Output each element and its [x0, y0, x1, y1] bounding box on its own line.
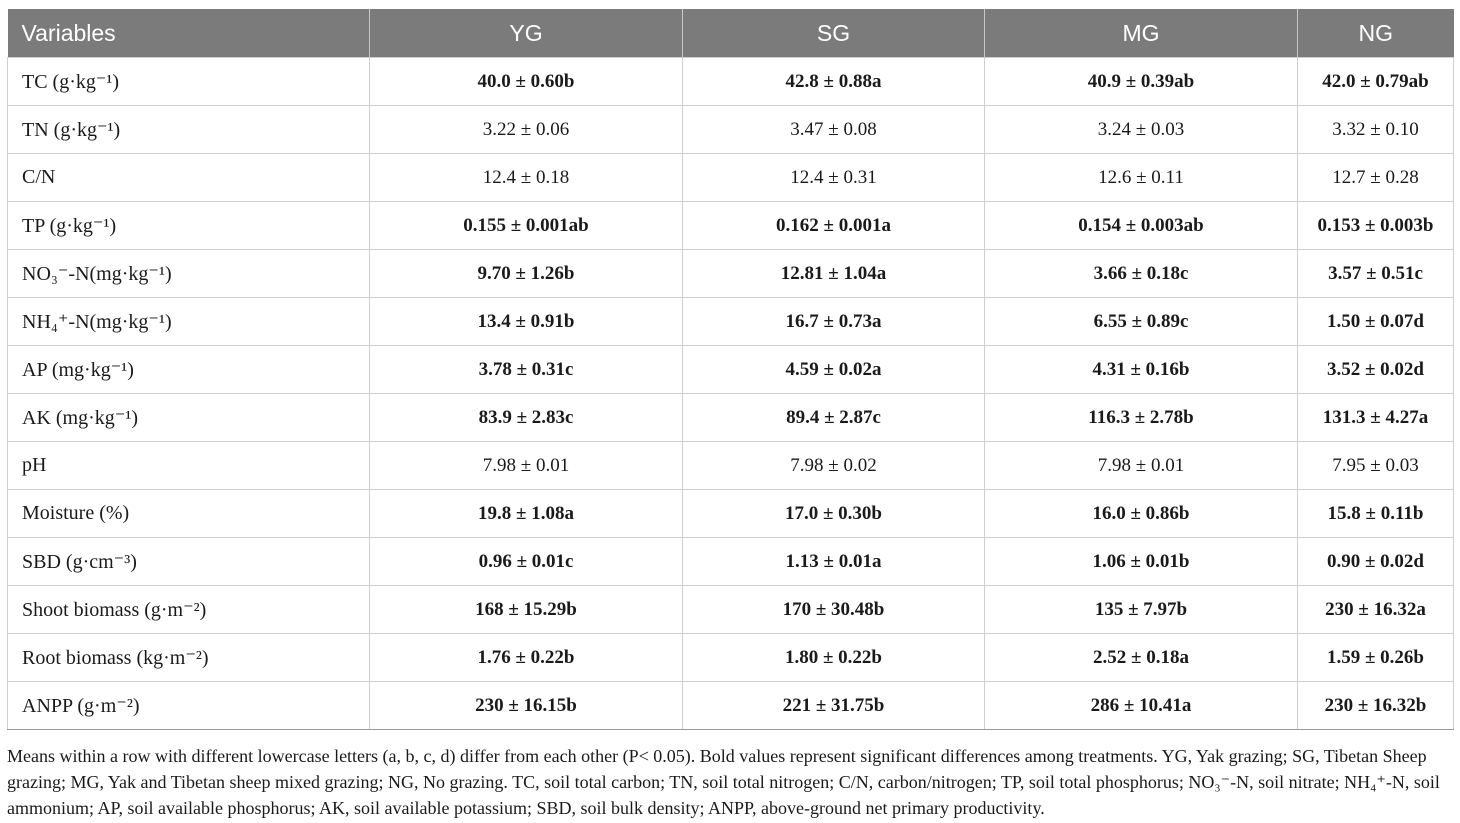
cell-mg: 135 ± 7.97b [984, 585, 1298, 634]
header-sg: SG [682, 9, 985, 58]
cell-sg: 1.80 ± 0.22b [682, 633, 985, 682]
table-row: AK (mg·kg⁻¹) 83.9 ± 2.83c 89.4 ± 2.87c 116.… [7, 393, 1454, 442]
cell-ng: 131.3 ± 4.27a [1297, 393, 1454, 442]
table-row: ANPP (g·m⁻²) 230 ± 16.15b 221 ± 31.75b 286 … [7, 681, 1454, 730]
row-label: AP (mg·kg⁻¹) [7, 345, 370, 394]
cell-ng: 3.52 ± 0.02d [1297, 345, 1454, 394]
cell-sg: 0.162 ± 0.001a [682, 201, 985, 250]
header-mg: MG [984, 9, 1298, 58]
cell-ng: 7.95 ± 0.03 [1297, 441, 1454, 490]
row-label: Root biomass (kg·m⁻²) [7, 633, 370, 682]
cell-yg: 19.8 ± 1.08a [369, 489, 683, 538]
cell-yg: 168 ± 15.29b [369, 585, 683, 634]
table-row: TN (g·kg⁻¹) 3.22 ± 0.06 3.47 ± 0.08 3.24 ± … [7, 105, 1454, 154]
row-label: TC (g·kg⁻¹) [7, 57, 370, 106]
cell-ng: 3.32 ± 0.10 [1297, 105, 1454, 154]
cell-ng: 12.7 ± 0.28 [1297, 153, 1454, 202]
table-row: NO₃⁻-N(mg·kg⁻¹) 9.70 ± 1.26b 12.81 ± 1.04a… [7, 249, 1454, 298]
cell-mg: 3.66 ± 0.18c [984, 249, 1298, 298]
cell-yg: 1.76 ± 0.22b [369, 633, 683, 682]
cell-mg: 116.3 ± 2.78b [984, 393, 1298, 442]
cell-yg: 3.22 ± 0.06 [369, 105, 683, 154]
header-yg: YG [369, 9, 683, 58]
cell-yg: 0.96 ± 0.01c [369, 537, 683, 586]
cell-sg: 4.59 ± 0.02a [682, 345, 985, 394]
cell-mg: 6.55 ± 0.89c [984, 297, 1298, 346]
cell-ng: 0.90 ± 0.02d [1297, 537, 1454, 586]
cell-ng: 3.57 ± 0.51c [1297, 249, 1454, 298]
table-row: Root biomass (kg·m⁻²) 1.76 ± 0.22b 1.80 ± … [7, 633, 1454, 682]
cell-sg: 17.0 ± 0.30b [682, 489, 985, 538]
table-footnote: Means within a row with different lowerc… [7, 746, 1440, 818]
row-label: Shoot biomass (g·m⁻²) [7, 585, 370, 634]
cell-mg: 40.9 ± 0.39ab [984, 57, 1298, 106]
results-table: Variables YG SG MG NG TC (g·kg⁻¹) 40.0 ± … [7, 9, 1454, 730]
cell-sg: 12.4 ± 0.31 [682, 153, 985, 202]
header-ng: NG [1297, 9, 1454, 58]
table-row: pH 7.98 ± 0.01 7.98 ± 0.02 7.98 ± 0.01 7.95 … [7, 441, 1454, 490]
row-label: NH₄⁺-N(mg·kg⁻¹) [7, 297, 370, 346]
cell-yg: 230 ± 16.15b [369, 681, 683, 730]
header-row: Variables YG SG MG NG [7, 9, 1454, 58]
cell-mg: 4.31 ± 0.16b [984, 345, 1298, 394]
cell-yg: 9.70 ± 1.26b [369, 249, 683, 298]
header-variables: Variables [7, 9, 370, 58]
cell-ng: 1.50 ± 0.07d [1297, 297, 1454, 346]
table-row: Moisture (%) 19.8 ± 1.08a 17.0 ± 0.30b 16.0… [7, 489, 1454, 538]
cell-yg: 40.0 ± 0.60b [369, 57, 683, 106]
cell-mg: 16.0 ± 0.86b [984, 489, 1298, 538]
cell-yg: 83.9 ± 2.83c [369, 393, 683, 442]
cell-sg: 170 ± 30.48b [682, 585, 985, 634]
table-row: SBD (g·cm⁻³) 0.96 ± 0.01c 1.13 ± 0.01a 1.06… [7, 537, 1454, 586]
row-label: ANPP (g·m⁻²) [7, 681, 370, 730]
cell-mg: 3.24 ± 0.03 [984, 105, 1298, 154]
row-label: SBD (g·cm⁻³) [7, 537, 370, 586]
cell-sg: 89.4 ± 2.87c [682, 393, 985, 442]
row-label: pH [7, 441, 370, 490]
cell-ng: 1.59 ± 0.26b [1297, 633, 1454, 682]
row-label: Moisture (%) [7, 489, 370, 538]
cell-yg: 0.155 ± 0.001ab [369, 201, 683, 250]
cell-yg: 7.98 ± 0.01 [369, 441, 683, 490]
cell-ng: 230 ± 16.32b [1297, 681, 1454, 730]
table-row: Shoot biomass (g·m⁻²) 168 ± 15.29b 170 ± 3… [7, 585, 1454, 634]
row-label: C/N [7, 153, 370, 202]
row-label: AK (mg·kg⁻¹) [7, 393, 370, 442]
cell-mg: 1.06 ± 0.01b [984, 537, 1298, 586]
cell-ng: 15.8 ± 0.11b [1297, 489, 1454, 538]
cell-mg: 7.98 ± 0.01 [984, 441, 1298, 490]
table-row: NH₄⁺-N(mg·kg⁻¹) 13.4 ± 0.91b 16.7 ± 0.73a 6… [7, 297, 1454, 346]
cell-mg: 0.154 ± 0.003ab [984, 201, 1298, 250]
cell-ng: 0.153 ± 0.003b [1297, 201, 1454, 250]
cell-mg: 12.6 ± 0.11 [984, 153, 1298, 202]
cell-ng: 230 ± 16.32a [1297, 585, 1454, 634]
cell-sg: 42.8 ± 0.88a [682, 57, 985, 106]
cell-ng: 42.0 ± 0.79ab [1297, 57, 1454, 106]
table-header: Variables YG SG MG NG [7, 9, 1454, 58]
cell-sg: 3.47 ± 0.08 [682, 105, 985, 154]
cell-mg: 286 ± 10.41a [984, 681, 1298, 730]
cell-sg: 12.81 ± 1.04a [682, 249, 985, 298]
cell-yg: 13.4 ± 0.91b [369, 297, 683, 346]
row-label: TP (g·kg⁻¹) [7, 201, 370, 250]
table-body: TC (g·kg⁻¹) 40.0 ± 0.60b 42.8 ± 0.88a 40.9 … [7, 57, 1454, 730]
cell-sg: 1.13 ± 0.01a [682, 537, 985, 586]
cell-sg: 221 ± 31.75b [682, 681, 985, 730]
table-row: TC (g·kg⁻¹) 40.0 ± 0.60b 42.8 ± 0.88a 40.9 … [7, 57, 1454, 106]
cell-yg: 3.78 ± 0.31c [369, 345, 683, 394]
table-row: AP (mg·kg⁻¹) 3.78 ± 0.31c 4.59 ± 0.02a 4.31… [7, 345, 1454, 394]
row-label: TN (g·kg⁻¹) [7, 105, 370, 154]
cell-sg: 16.7 ± 0.73a [682, 297, 985, 346]
cell-mg: 2.52 ± 0.18a [984, 633, 1298, 682]
cell-yg: 12.4 ± 0.18 [369, 153, 683, 202]
table-row: TP (g·kg⁻¹) 0.155 ± 0.001ab 0.162 ± 0.001a… [7, 201, 1454, 250]
cell-sg: 7.98 ± 0.02 [682, 441, 985, 490]
table-row: C/N 12.4 ± 0.18 12.4 ± 0.31 12.6 ± 0.11 12.7… [7, 153, 1454, 202]
row-label: NO₃⁻-N(mg·kg⁻¹) [7, 249, 370, 298]
